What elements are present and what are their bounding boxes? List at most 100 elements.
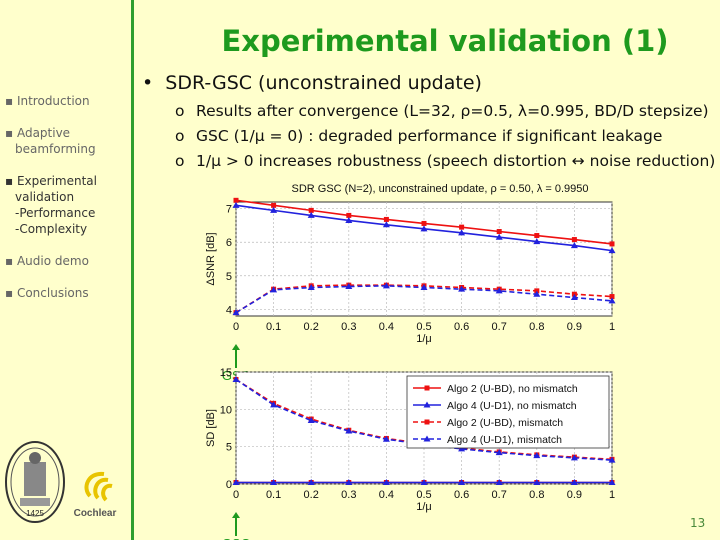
y-tick-label: 6 xyxy=(226,237,232,249)
x-tick-label: 0.1 xyxy=(266,489,281,501)
nav-sub-complexity[interactable]: -Complexity xyxy=(15,222,88,236)
nav-label: Conclusions xyxy=(16,286,89,300)
sub-bullet-text: Results after convergence (L=32, ρ=0.5, … xyxy=(196,102,709,120)
data-point xyxy=(571,291,577,297)
data-point xyxy=(232,201,240,208)
annotation-arrowhead xyxy=(232,512,240,518)
nav-item-experimental-validation[interactable]: ▪ Experimental validation -Performance -… xyxy=(5,174,97,236)
x-tick-label: 1 xyxy=(609,489,615,501)
x-tick-label: 0.3 xyxy=(341,321,356,333)
slide-title: Experimental validation (1) xyxy=(221,24,669,58)
plot-area xyxy=(235,201,613,317)
data-point xyxy=(534,288,540,294)
legend-entry: Algo 2 (U-BD), mismatch xyxy=(447,417,563,429)
data-point xyxy=(233,376,239,382)
data-point xyxy=(308,480,314,486)
data-point xyxy=(458,285,466,292)
data-point xyxy=(533,479,541,486)
x-tick-label: 0.2 xyxy=(304,489,319,501)
main-bullet-text: SDR-GSC (unconstrained update) xyxy=(165,72,482,94)
data-point xyxy=(609,241,615,247)
nav-sub-performance[interactable]: -Performance xyxy=(15,206,96,220)
y-tick-label: 4 xyxy=(226,304,232,316)
nav-label: beamforming xyxy=(15,142,96,156)
nav-item-conclusions[interactable]: ▪ Conclusions xyxy=(5,286,89,300)
data-point xyxy=(496,286,502,292)
data-point xyxy=(421,441,427,447)
data-point xyxy=(571,237,577,243)
data-point xyxy=(533,238,541,245)
data-point xyxy=(420,284,428,290)
x-tick-label: 0.2 xyxy=(304,321,319,333)
y-tick-label: 10 xyxy=(220,404,232,416)
nav-sidebar: ▪ Introduction ▪ Adaptive beamforming ▪ … xyxy=(5,93,127,317)
data-point xyxy=(495,233,503,240)
legend-entry: Algo 2 (U-BD), no mismatch xyxy=(447,383,578,395)
nav-item-adaptive-beamforming[interactable]: ▪ Adaptive beamforming xyxy=(5,126,96,156)
data-point xyxy=(232,375,240,382)
data-point xyxy=(270,206,278,213)
x-axis-label: 1/μ xyxy=(416,501,432,513)
data-point xyxy=(307,284,315,290)
data-point xyxy=(346,282,352,288)
nav-item-introduction[interactable]: ▪ Introduction xyxy=(5,94,90,108)
data-point xyxy=(495,287,503,294)
data-point xyxy=(382,282,390,289)
y-tick-label: 0 xyxy=(226,479,232,491)
x-tick-label: 0 xyxy=(233,489,239,501)
x-tick-label: 1 xyxy=(609,321,615,333)
y-tick-label: 7 xyxy=(226,204,232,216)
data-point xyxy=(345,216,353,223)
y-axis-label: SD [dB] xyxy=(205,409,217,447)
data-point xyxy=(233,480,239,486)
data-point xyxy=(495,479,503,486)
x-tick-label: 0.4 xyxy=(379,489,394,501)
series-line xyxy=(235,378,613,461)
series-line xyxy=(235,378,613,461)
data-point xyxy=(533,290,541,297)
data-point xyxy=(609,294,615,300)
nav-label: Introduction xyxy=(16,94,90,108)
nav-item-audio-demo[interactable]: ▪ Audio demo xyxy=(5,254,89,268)
svg-text:Cochlear: Cochlear xyxy=(74,508,117,519)
x-tick-label: 0.8 xyxy=(529,489,544,501)
data-point xyxy=(458,229,466,236)
data-point xyxy=(421,480,427,486)
data-point xyxy=(609,456,615,462)
data-point xyxy=(570,242,578,249)
sub-bullet-text: 1/μ > 0 increases robustness (speech dis… xyxy=(196,152,716,170)
data-point xyxy=(458,479,466,486)
data-point xyxy=(383,435,389,441)
data-point xyxy=(383,216,389,222)
data-point xyxy=(534,480,540,486)
series-line xyxy=(235,199,613,245)
x-tick-label: 0.9 xyxy=(567,321,582,333)
data-point xyxy=(383,480,389,486)
legend-marker xyxy=(423,435,431,442)
data-point xyxy=(459,445,465,451)
data-point xyxy=(420,479,428,486)
data-point xyxy=(458,445,466,452)
nav-label: Adaptive xyxy=(16,126,71,140)
data-point xyxy=(233,197,239,203)
x-tick-label: 0.6 xyxy=(454,321,469,333)
x-tick-label: 0.3 xyxy=(341,489,356,501)
cochlear-logo: Cochlear xyxy=(68,466,122,524)
data-point xyxy=(533,452,541,459)
page-number: 13 xyxy=(690,516,706,530)
x-tick-label: 0.8 xyxy=(529,321,544,333)
data-point xyxy=(346,480,352,486)
y-tick-label: 5 xyxy=(226,442,232,454)
data-point xyxy=(496,229,502,235)
data-point xyxy=(345,479,353,486)
legend-box xyxy=(406,375,610,449)
svg-text:1425: 1425 xyxy=(26,509,44,518)
y-tick-label: 5 xyxy=(226,271,232,283)
x-tick-label: 0.1 xyxy=(266,321,281,333)
data-point xyxy=(571,454,577,460)
legend-entry: Algo 4 (U-D1), no mismatch xyxy=(447,400,577,412)
gsc-annotation: GSC xyxy=(222,368,250,383)
legend-marker xyxy=(423,401,431,408)
data-point xyxy=(307,417,315,424)
data-point xyxy=(270,401,278,408)
